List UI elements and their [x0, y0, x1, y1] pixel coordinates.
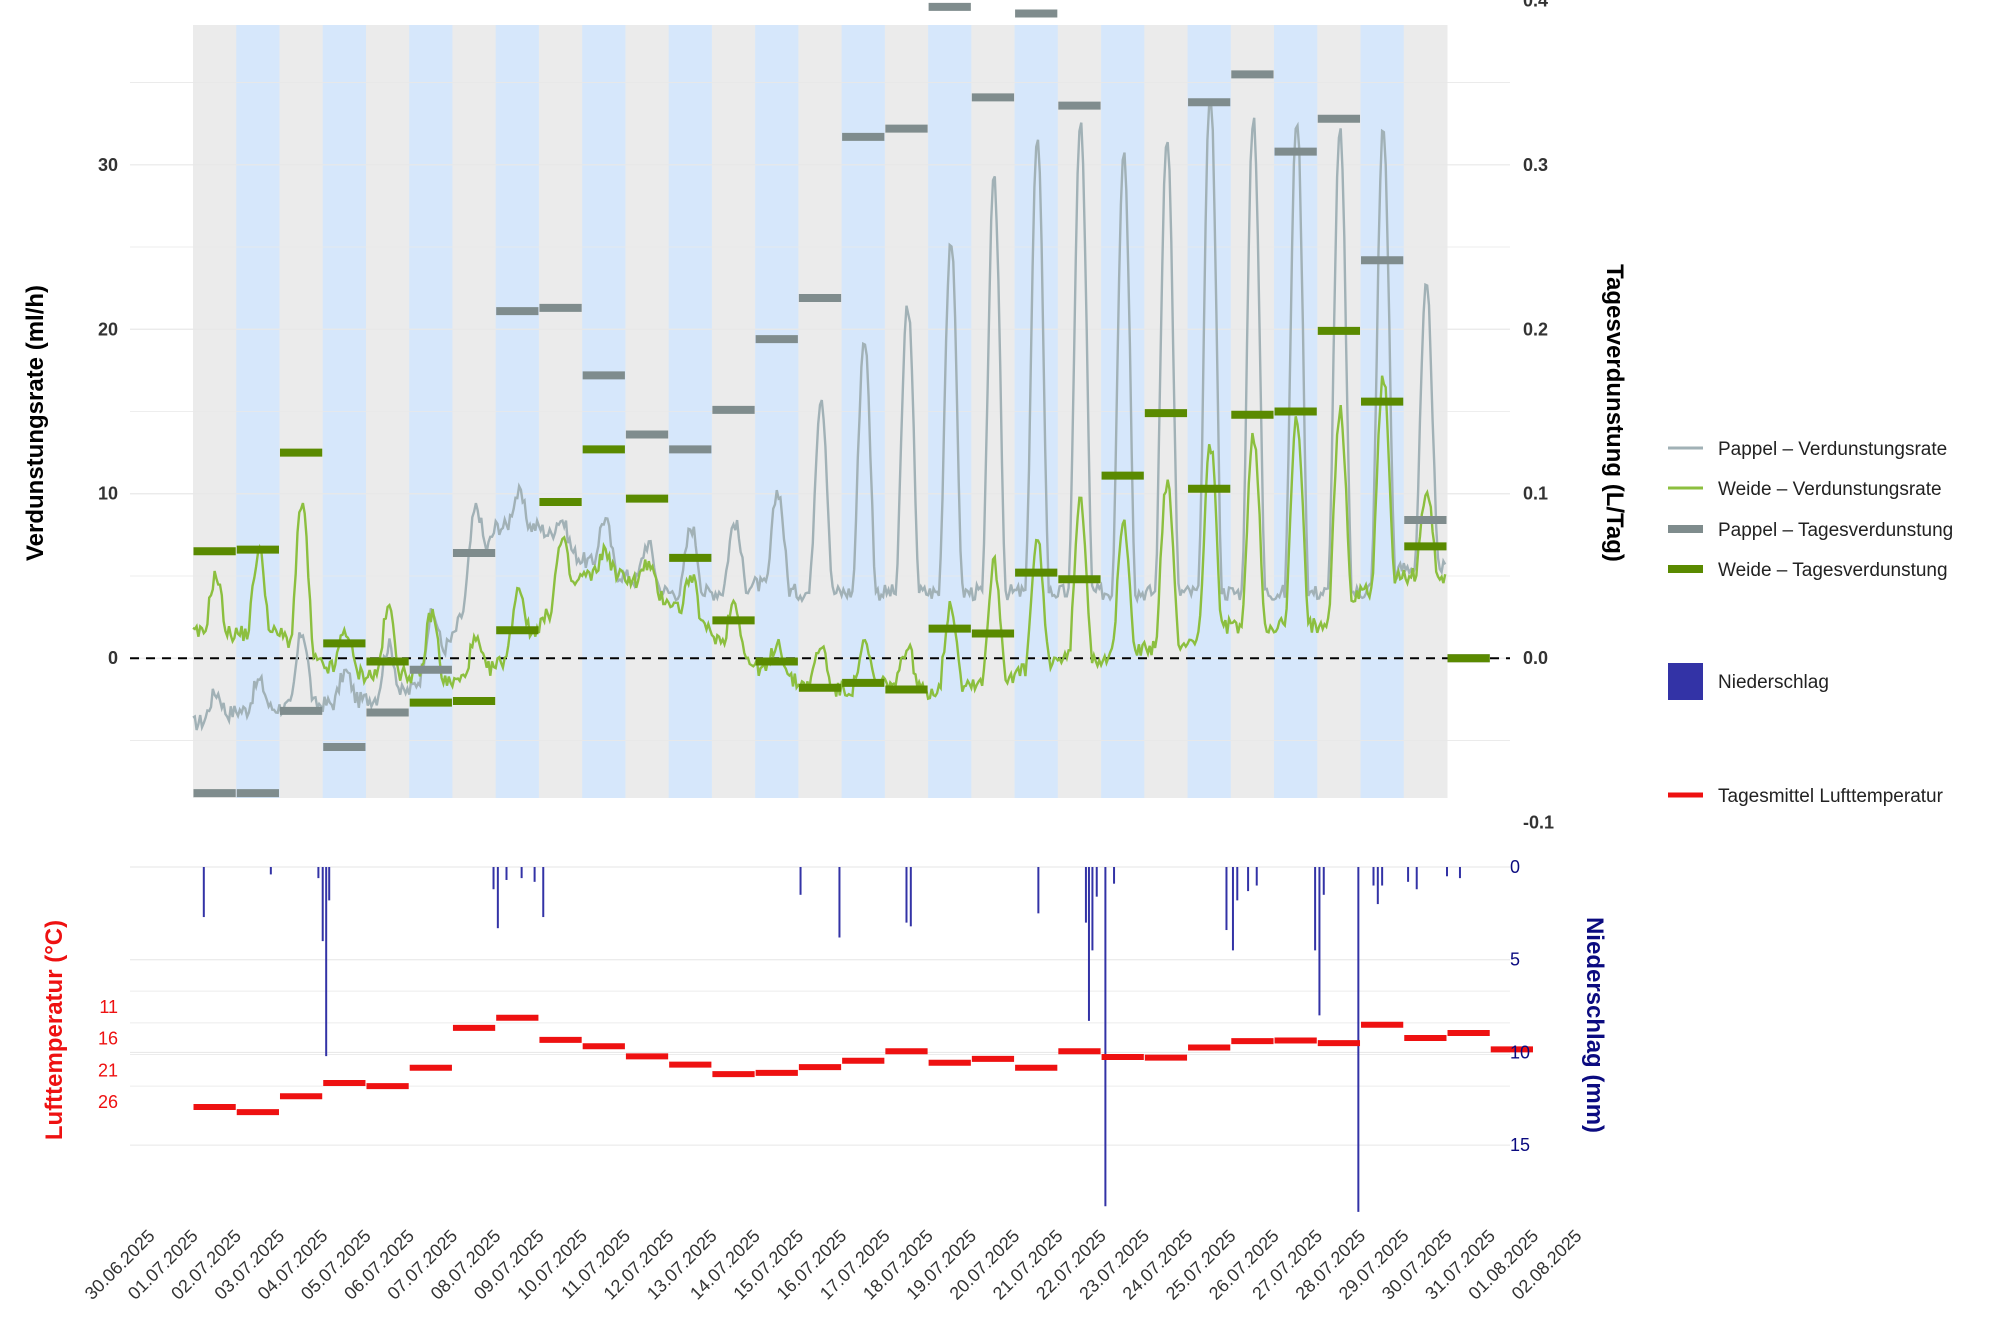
precip-axis-title: Niederschlag (mm) — [1581, 917, 1608, 1133]
weide-daily-series — [193, 326, 1490, 707]
bottom-panel: 11 16 21 26 0 5 10 15 30.06.202501.07.202502.0… — [41, 857, 1608, 1304]
temp-tick: 21 — [98, 1060, 118, 1080]
precip-tick: 15 — [1510, 1135, 1530, 1155]
y-right-ticks: -0.1 0.0 0.1 0.2 0.3 0.4 — [1523, 0, 1554, 833]
precip-ticks: 0 5 10 15 — [1510, 857, 1530, 1155]
temperature-axis-title: Lufttemperatur (°C) — [41, 920, 68, 1140]
y-left-tick: 30 — [98, 155, 118, 175]
weide-rate-line — [192, 375, 1447, 701]
y-left-tick: 10 — [98, 484, 118, 504]
legend-key-precip — [1668, 663, 1703, 700]
legend-label-pappel-rate: Pappel – Verdunstungsrate — [1718, 439, 1947, 460]
temp-tick: 26 — [98, 1092, 118, 1112]
y-right-tick: 0.3 — [1523, 155, 1548, 175]
y-right-tick: 0.0 — [1523, 648, 1548, 668]
precip-tick: 10 — [1510, 1042, 1530, 1062]
precip-tick: 0 — [1510, 857, 1520, 877]
bottom-gridlines — [130, 866, 1510, 1146]
y-left-axis-title: Verdunstungsrate (ml/h) — [22, 285, 49, 561]
pappel-daily-series — [193, 2, 1490, 798]
legend-label-weide-daily: Weide – Tagesverdunstung — [1718, 560, 1948, 581]
temp-tick: 16 — [98, 1029, 118, 1049]
legend-label-pappel-daily: Pappel – Tagesverdunstung — [1718, 520, 1953, 541]
temperature-ticks: 11 16 21 26 — [98, 997, 118, 1112]
y-right-axis-title: Tagesverdunstung (L/Tag) — [1601, 264, 1628, 562]
precip-series — [202, 867, 1461, 1212]
legend-label-temp: Tagesmittel Lufttemperatur — [1718, 786, 1944, 807]
pappel-rate-line — [192, 100, 1447, 732]
y-left-tick: 20 — [98, 319, 118, 339]
y-left-ticks: 0 10 20 30 — [98, 155, 118, 668]
y-right-tick: 0.2 — [1523, 319, 1548, 339]
top-panel: 0 10 20 30 -0.1 0.0 0.1 0.2 0.3 0.4 Verdunstungs… — [22, 0, 1628, 833]
legend-label-precip: Niederschlag — [1718, 672, 1829, 693]
y-right-tick: -0.1 — [1523, 813, 1554, 833]
temperature-series — [193, 1014, 1533, 1116]
legend: Pappel – Verdunstungsrate Weide – Verdun… — [1668, 439, 1953, 807]
temp-tick: 11 — [99, 997, 118, 1017]
y-right-tick: 0.1 — [1523, 484, 1548, 504]
y-right-tick: 0.4 — [1523, 0, 1548, 10]
y-left-tick: 0 — [108, 648, 118, 668]
x-axis-ticks: 30.06.202501.07.202502.07.202503.07.2025… — [81, 1226, 1586, 1304]
pappel-rate-series — [192, 100, 1447, 732]
weide-rate-series — [192, 375, 1447, 701]
precip-tick: 5 — [1510, 950, 1520, 970]
legend-label-weide-rate: Weide – Verdunstungsrate — [1718, 479, 1942, 500]
